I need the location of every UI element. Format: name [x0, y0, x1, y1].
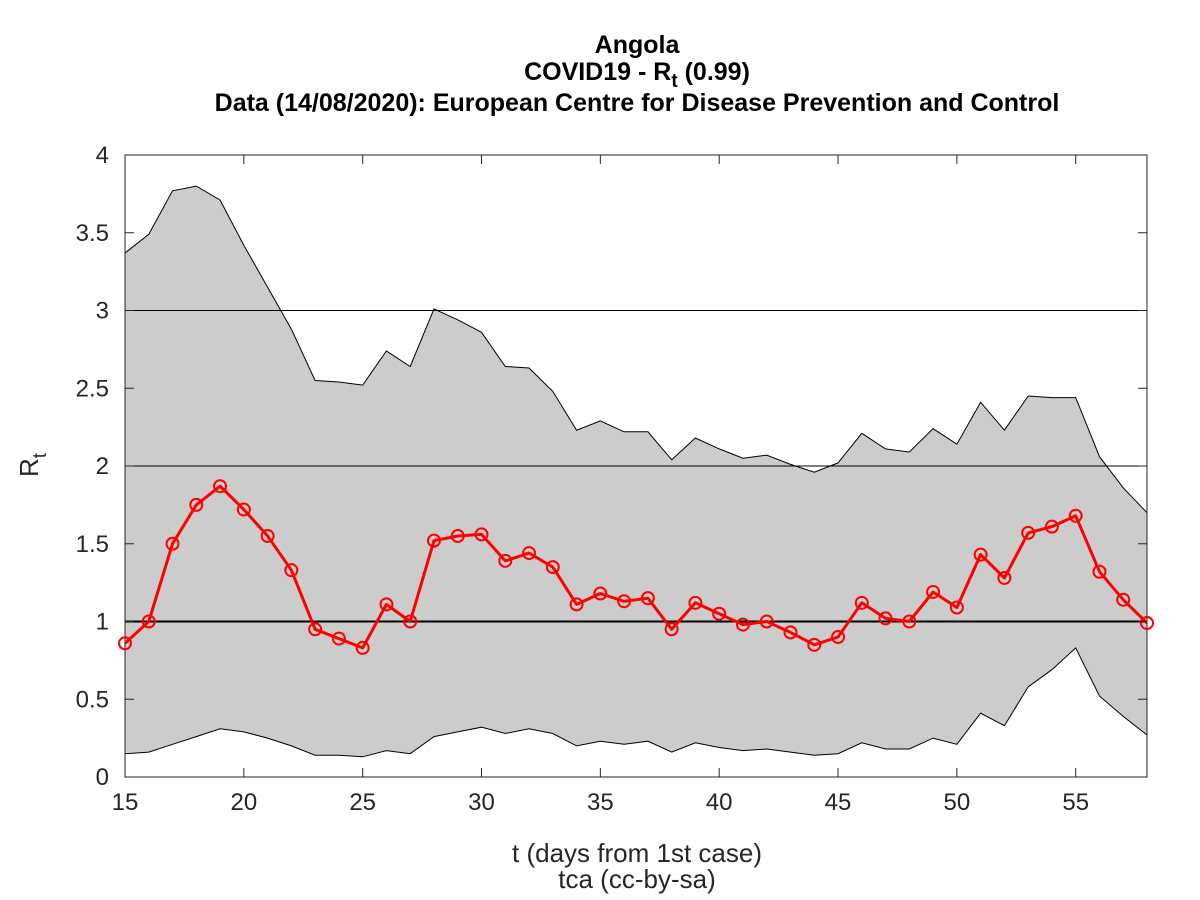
rt-point	[569, 597, 584, 612]
rt-point	[664, 622, 679, 637]
rt-point	[165, 536, 180, 551]
rt-point	[403, 614, 418, 629]
rt-point	[284, 563, 299, 578]
rt-point	[1116, 592, 1131, 607]
rt-point	[593, 586, 608, 601]
x-tick-label: 55	[1062, 789, 1089, 816]
x-tick-label: 45	[825, 789, 852, 816]
band-upper-edge	[124, 185, 1148, 514]
x-axis-label: t (days from 1st case)	[512, 838, 762, 868]
rt-point	[735, 617, 750, 632]
rt-point	[807, 637, 822, 652]
y-tick-label: 0.5	[76, 686, 109, 713]
y-axis-label-main: R	[14, 458, 44, 477]
credit-label: tca (cc-by-sa)	[558, 864, 715, 894]
rt-point	[1068, 508, 1083, 523]
rt-point	[1021, 525, 1036, 540]
y-axis-ticks: 0 0.5 1 1.5 2 2.5 3 3.5 4	[76, 142, 1147, 791]
x-tick-label: 20	[230, 789, 257, 816]
y-tick-label: 0	[96, 764, 109, 791]
y-axis-label-subscript: t	[30, 452, 51, 458]
y-tick-label: 3.5	[76, 220, 109, 247]
rt-point	[260, 528, 275, 543]
y-tick-label: 1	[96, 609, 109, 636]
chart-title-country: Angola	[595, 31, 681, 59]
x-tick-label: 25	[349, 789, 376, 816]
x-axis-ticks: 15 20 25 30 35 40 45 50 55	[112, 155, 1089, 816]
rt-point	[450, 528, 465, 543]
rt-point	[617, 594, 632, 609]
rt-point	[1092, 564, 1107, 579]
rt-point	[712, 606, 727, 621]
y-axis-label: Rt	[14, 452, 51, 477]
chart-title-metric-subscript: t	[671, 71, 678, 92]
rt-point	[545, 560, 560, 575]
rt-point	[213, 479, 228, 494]
rt-point	[331, 631, 346, 646]
rt-point	[926, 584, 941, 599]
rt-point	[498, 553, 513, 568]
rt-point	[118, 636, 132, 651]
rt-point	[474, 527, 489, 542]
rt-point	[759, 614, 774, 629]
x-tick-label: 35	[587, 789, 614, 816]
x-tick-label: 40	[706, 789, 733, 816]
chart-title-metric: COVID19 - Rt (0.99)	[524, 58, 750, 92]
y-tick-label: 3	[96, 298, 109, 325]
x-tick-label: 15	[112, 789, 139, 816]
rt-point	[236, 502, 251, 517]
rt-point	[355, 640, 370, 655]
rt-point	[902, 614, 917, 629]
rt-point	[854, 595, 869, 610]
rt-point	[878, 611, 893, 626]
chart-title-metric-main: COVID19 - R	[524, 58, 671, 86]
x-tick-label: 30	[468, 789, 495, 816]
rt-point	[688, 595, 703, 610]
y-tick-label: 4	[96, 142, 109, 169]
rt-point	[308, 622, 323, 637]
y-tick-label: 1.5	[76, 531, 109, 558]
rt-point	[640, 591, 655, 606]
rt-point	[1140, 616, 1154, 631]
y-tick-label: 2.5	[76, 375, 109, 402]
rt-point	[141, 614, 156, 629]
reference-lines	[125, 310, 1147, 623]
rt-series	[118, 479, 1154, 655]
rt-point	[997, 570, 1012, 585]
rt-line	[123, 484, 1149, 650]
rt-point	[831, 630, 846, 645]
x-tick-label: 50	[944, 789, 971, 816]
band-lower-edge	[124, 647, 1148, 758]
y-tick-label: 2	[96, 453, 109, 480]
rt-point	[379, 597, 394, 612]
chart-title-metric-value: (0.99)	[678, 58, 750, 86]
rt-point	[783, 625, 798, 640]
rt-point	[189, 497, 204, 512]
rt-point	[426, 533, 441, 548]
rt-point	[949, 600, 964, 615]
chart-title-source: Data (14/08/2020): European Centre for D…	[215, 89, 1060, 117]
rt-point	[1044, 519, 1059, 534]
rt-point	[522, 546, 537, 561]
rt-point	[973, 547, 988, 562]
